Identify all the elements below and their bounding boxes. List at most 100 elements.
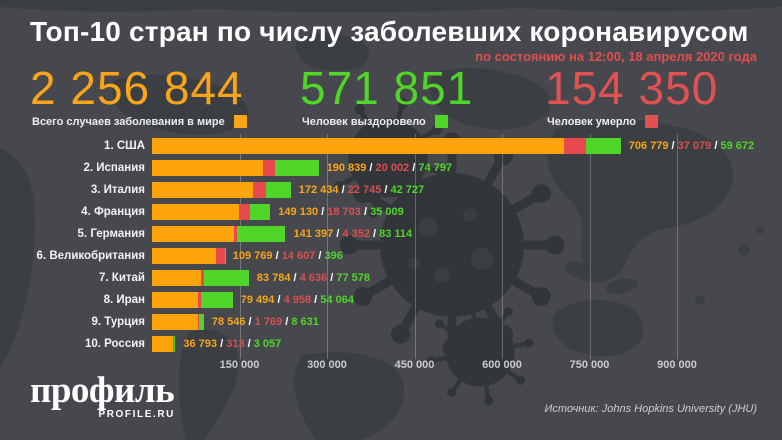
row-values: 79 494 / 4 958 / 54 064 <box>241 292 354 308</box>
value-separator: / <box>244 338 254 350</box>
cases-bar-segment <box>152 336 174 352</box>
table-row: 2. Испания 190 839 / 20 002 / 74 797 <box>0 157 782 179</box>
row-recovered-value: 396 <box>324 250 343 262</box>
chart-gridlines <box>152 134 781 359</box>
value-separator: / <box>338 184 348 196</box>
stat-total-cases-value: 2 256 844 <box>30 62 244 114</box>
row-cases-value: 149 130 <box>278 206 319 218</box>
table-row: 7. Китай 83 784 / 4 636 / 77 578 <box>0 267 782 289</box>
table-row: 1. США 706 779 / 37 079 / 59 672 <box>0 135 782 157</box>
table-row: 3. Италия 172 434 / 22 745 / 42 727 <box>0 179 782 201</box>
row-recovered-value: 59 672 <box>720 140 755 152</box>
data-source-credit: Источник: Johns Hopkins University (JHU) <box>544 403 757 415</box>
value-separator: / <box>409 162 419 174</box>
value-separator: / <box>290 272 300 284</box>
value-separator: / <box>217 338 227 350</box>
bar-group: 149 130 / 18 703 / 35 009 <box>152 204 404 220</box>
table-row: 10. Россия 36 793 / 313 / 3 057 <box>0 333 782 355</box>
gridline <box>414 134 416 359</box>
row-recovered-value: 35 009 <box>370 206 404 218</box>
country-label: 6. Великобритания <box>36 250 145 262</box>
row-deaths-value: 1 769 <box>254 316 283 328</box>
bar-chart: 1. США 706 779 / 37 079 / 59 672 2. Испа… <box>0 135 782 355</box>
recovered-legend-swatch <box>434 115 448 128</box>
row-cases-value: 83 784 <box>256 272 291 284</box>
row-cases-value: 141 397 <box>293 228 334 240</box>
logo-wordmark: профиль <box>30 370 175 411</box>
value-separator: / <box>245 316 255 328</box>
bar-group: 706 779 / 37 079 / 59 672 <box>152 138 754 154</box>
deaths-bar-segment <box>564 138 586 154</box>
value-separator: / <box>711 140 721 152</box>
gridline <box>239 134 241 359</box>
row-deaths-value: 14 607 <box>281 250 316 262</box>
x-axis-tick-label: 300 000 <box>307 359 347 371</box>
x-axis: 150 000 300 000 450 000 600 000 750 000 900 0… <box>0 359 782 373</box>
cases-bar-segment <box>152 138 565 154</box>
x-axis-tick-label: 150 000 <box>219 359 260 371</box>
country-label: 9. Турция <box>91 316 146 328</box>
value-separator: / <box>272 250 282 262</box>
cases-bar-segment <box>152 270 201 286</box>
cases-legend-swatch <box>233 115 247 128</box>
stat-deaths-value: 154 350 <box>545 62 719 114</box>
bar-group: 141 397 / 4 352 / 83 114 <box>152 226 412 242</box>
stat-total-cases: 2 256 844 Всего случаев заболевания в ми… <box>30 62 247 128</box>
bar-group: 78 546 / 1 769 / 8 631 <box>152 314 319 330</box>
value-separator: / <box>282 316 292 328</box>
profile-logo: профиль PROFILE.RU <box>30 370 175 420</box>
deaths-bar-segment <box>238 204 250 220</box>
deaths-bar-segment <box>216 248 225 264</box>
row-recovered-value: 77 578 <box>336 272 370 284</box>
row-values: 706 779 / 37 079 / 59 672 <box>629 138 754 154</box>
value-separator: / <box>327 272 337 284</box>
value-separator: / <box>381 184 391 196</box>
value-separator: / <box>315 250 325 262</box>
bar-group: 109 769 / 14 607 / 396 <box>152 248 343 264</box>
recovered-bar-segment <box>265 182 291 198</box>
row-deaths-value: 4 352 <box>342 228 370 240</box>
deaths-bar-segment <box>263 160 275 176</box>
as-of-date-subtitle: по состоянию на 12:00, 18 апреля 2020 го… <box>475 49 757 64</box>
virus-silhouette-bottom <box>426 298 534 406</box>
cases-bar-segment <box>152 226 235 242</box>
value-separator: / <box>369 228 380 240</box>
row-deaths-value: 313 <box>226 338 245 350</box>
stat-total-cases-label: Всего случаев заболевания в мире <box>32 115 225 128</box>
cases-bar-segment <box>152 248 217 264</box>
country-label: 8. Иран <box>103 294 145 306</box>
recovered-bar-segment <box>585 138 621 154</box>
gridline <box>327 134 328 359</box>
cases-bar-segment <box>152 160 264 176</box>
cases-bar-segment <box>152 204 239 220</box>
stat-deaths: 154 350 Человек умерло <box>545 62 719 128</box>
row-values: 149 130 / 18 703 / 35 009 <box>278 204 403 220</box>
country-label: 10. Россия <box>84 338 145 350</box>
row-deaths-value: 20 002 <box>375 162 410 174</box>
row-cases-value: 79 494 <box>240 294 275 306</box>
recovered-bar-segment <box>249 204 271 220</box>
value-separator: / <box>318 206 328 218</box>
row-values: 172 434 / 22 745 / 42 727 <box>299 182 424 198</box>
row-recovered-value: 54 064 <box>320 294 354 306</box>
country-label: 7. Китай <box>99 272 145 284</box>
x-axis-tick-label: 600 000 <box>482 359 522 371</box>
bar-group: 190 839 / 20 002 / 74 797 <box>152 160 452 176</box>
stat-recovered-label: Человек выздоровело <box>302 115 426 128</box>
row-cases-value: 190 839 <box>326 162 367 174</box>
bar-group: 172 434 / 22 745 / 42 727 <box>152 182 424 198</box>
gridline <box>677 134 678 359</box>
row-recovered-value: 8 631 <box>291 316 319 328</box>
row-deaths-value: 18 703 <box>327 206 361 218</box>
country-label: 4. Франция <box>81 206 145 218</box>
value-separator: / <box>366 162 376 174</box>
recovered-bar-segment <box>173 336 176 352</box>
row-cases-value: 109 769 <box>232 250 273 262</box>
value-separator: / <box>311 294 321 306</box>
row-recovered-value: 83 114 <box>379 228 413 240</box>
gridline <box>502 134 503 359</box>
row-recovered-value: 74 797 <box>418 162 453 174</box>
row-cases-value: 78 546 <box>211 316 246 328</box>
